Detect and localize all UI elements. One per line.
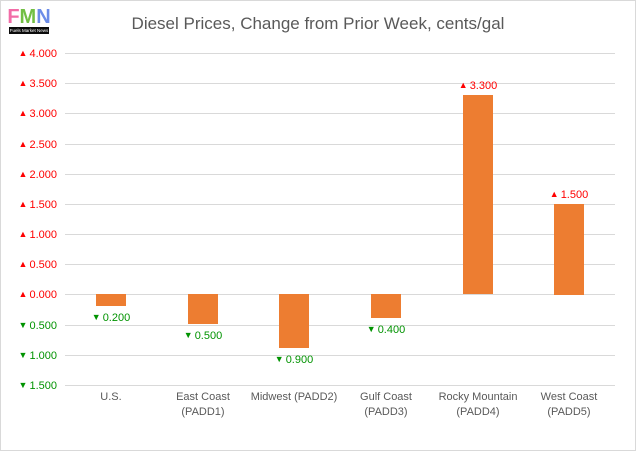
category-label-line: (PADD3) [364,406,408,418]
logo-letter-n: N [36,6,51,28]
label-number: 0.500 [194,330,223,342]
label-number: 3.300 [469,80,498,92]
category-label: U.S. [65,390,157,405]
label-number: 3.000 [29,108,57,120]
label-number: 1.500 [560,189,589,201]
category-label-line: East Coast [176,391,230,403]
label-number: 4.000 [29,48,57,60]
label-number: 0.500 [29,259,57,271]
label-number: 1.000 [29,350,57,362]
down-triangle-icon: ▼ [18,320,28,330]
y-axis-tick-label: ▲ 2.000 [5,166,57,183]
gridline [65,174,615,175]
down-triangle-icon: ▼ [274,354,284,364]
bar-value-label: ▲ 3.300 [433,78,523,93]
y-axis-tick-label: ▼ 1.000 [5,347,57,364]
label-number: 0.500 [29,320,57,332]
logo-tagline: Fuels Market News [9,27,49,34]
y-axis-tick-label: ▲ 2.500 [5,136,57,153]
bar-value-label: ▲ 1.500 [524,187,614,202]
logo-letter-m: M [19,6,37,28]
up-triangle-icon: ▲ [18,259,28,269]
bar [96,294,126,306]
fmn-logo-letters: F M N [7,6,51,28]
category-label-line: (PADD1) [181,406,225,418]
bar-value-label: ▼ 0.900 [249,352,339,367]
category-label: Midwest (PADD2) [248,390,340,405]
label-number: 1.000 [29,229,57,241]
category-label-line: (PADD5) [547,406,591,418]
label-number: 0.200 [102,312,131,324]
gridline [65,264,615,265]
y-axis-tick-label: ▲ 4.000 [5,45,57,62]
up-triangle-icon: ▲ [18,199,28,209]
gridline [65,204,615,205]
gridline [65,144,615,145]
label-number: 3.500 [29,78,57,90]
up-triangle-icon: ▲ [18,139,28,149]
label-number: 0.900 [285,354,314,366]
category-label: West Coast (PADD5) [523,390,615,420]
category-label-line: Midwest (PADD2) [250,391,338,403]
category-label-line: West Coast [540,391,598,403]
label-number: 0.400 [377,324,406,336]
category-label-line: U.S. [100,391,122,403]
category-label-line: (PADD4) [456,406,500,418]
y-axis-tick-label: ▲ 3.000 [5,105,57,122]
gridline [65,234,615,235]
down-triangle-icon: ▼ [91,312,101,322]
down-triangle-icon: ▼ [366,324,376,334]
gridline [65,325,615,326]
label-number: 0.000 [29,289,57,301]
category-label-line: Rocky Mountain [438,391,518,403]
category-label: Gulf Coast (PADD3) [340,390,432,420]
label-number: 2.000 [29,169,57,181]
gridline [65,385,615,386]
gridline [65,113,615,114]
down-triangle-icon: ▼ [183,330,193,340]
y-axis-tick-label: ▲ 1.500 [5,196,57,213]
logo-letter-f: F [7,6,20,28]
label-number: 1.500 [29,380,57,392]
bar [188,294,218,324]
up-triangle-icon: ▲ [458,80,468,90]
bar [371,294,401,318]
y-axis-tick-label: ▲ 3.500 [5,75,57,92]
up-triangle-icon: ▲ [18,108,28,118]
bar [554,204,584,295]
category-label: Rocky Mountain (PADD4) [432,390,524,420]
gridline [65,294,615,295]
up-triangle-icon: ▲ [18,48,28,58]
up-triangle-icon: ▲ [549,189,559,199]
bar-value-label: ▼ 0.400 [341,322,431,337]
gridline [65,355,615,356]
y-axis-tick-label: ▲ 1.000 [5,226,57,243]
fmn-logo: F M N Fuels Market News [7,6,51,34]
category-label-line: Gulf Coast [360,391,412,403]
up-triangle-icon: ▲ [18,78,28,88]
label-number: 1.500 [29,199,57,211]
gridline [65,83,615,84]
category-label: East Coast (PADD1) [157,390,249,420]
down-triangle-icon: ▼ [18,380,28,390]
chart-title: Diesel Prices, Change from Prior Week, c… [131,14,505,33]
y-axis-tick-label: ▼ 0.500 [5,317,57,334]
y-axis-tick-label: ▼ 1.500 [5,377,57,394]
label-number: 2.500 [29,139,57,151]
bar-value-label: ▼ 0.500 [158,328,248,343]
up-triangle-icon: ▲ [18,289,28,299]
y-axis-tick-label: ▲ 0.500 [5,256,57,273]
down-triangle-icon: ▼ [18,350,28,360]
bar [463,95,493,294]
gridline [65,53,615,54]
bar-value-label: ▼ 0.200 [66,310,156,325]
up-triangle-icon: ▲ [18,169,28,179]
up-triangle-icon: ▲ [18,229,28,239]
bar [279,294,309,348]
y-axis-tick-label: ▲ 0.000 [5,286,57,303]
